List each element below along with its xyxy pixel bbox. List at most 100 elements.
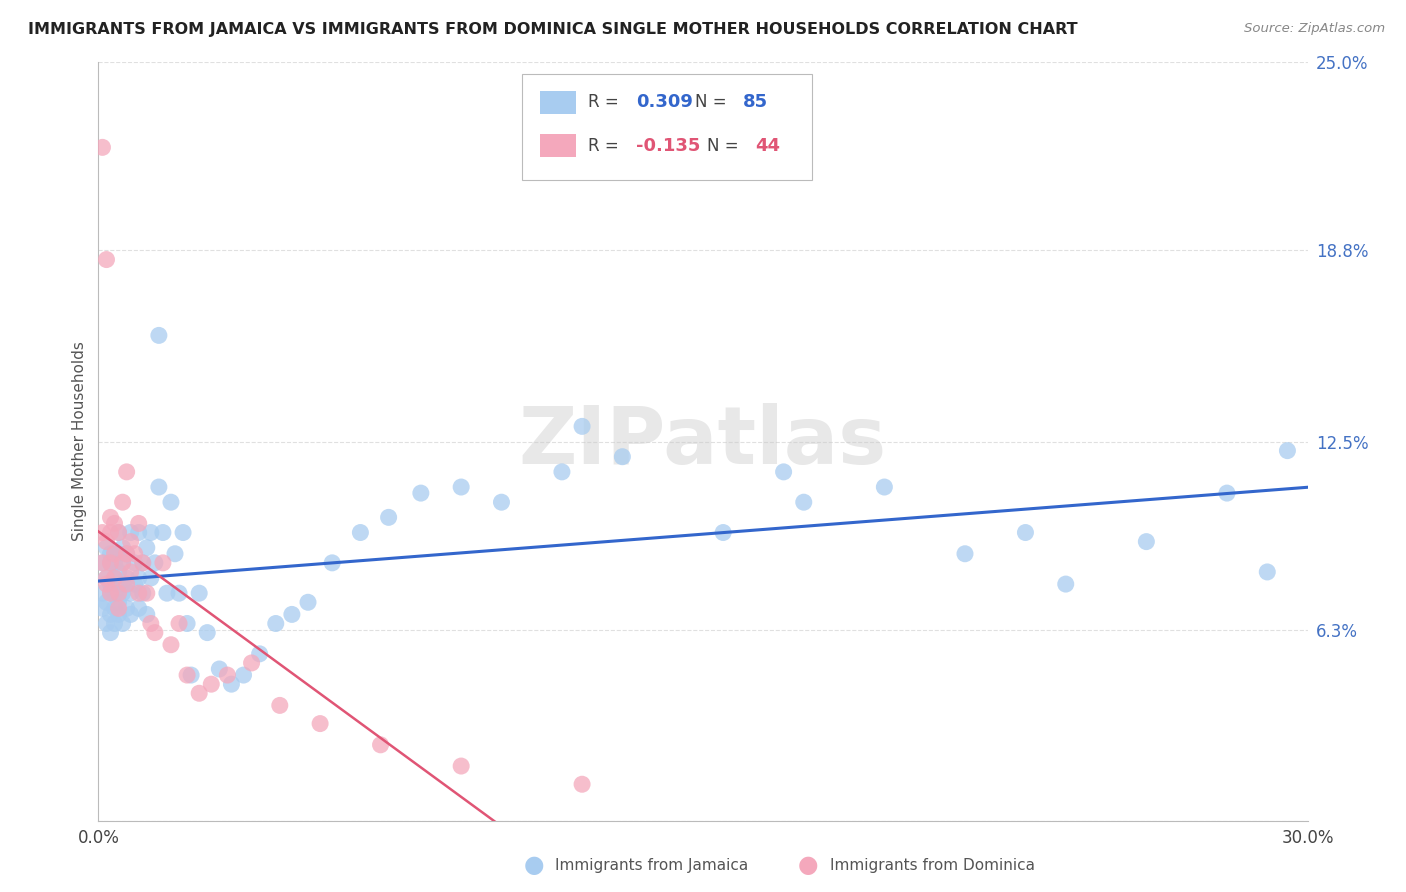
Point bbox=[111, 495, 134, 509]
Point bbox=[232, 668, 254, 682]
Point bbox=[1216, 486, 1239, 500]
Point bbox=[281, 607, 304, 622]
Point bbox=[91, 586, 114, 600]
Point bbox=[107, 607, 129, 622]
Point bbox=[96, 595, 118, 609]
Point bbox=[176, 668, 198, 682]
Point bbox=[156, 586, 179, 600]
Point bbox=[120, 525, 142, 540]
Point bbox=[297, 595, 319, 609]
Point bbox=[111, 541, 134, 555]
Text: R =: R = bbox=[588, 93, 619, 111]
Point bbox=[128, 525, 150, 540]
Point bbox=[115, 601, 138, 615]
Point bbox=[91, 556, 114, 570]
Point bbox=[120, 586, 142, 600]
Point bbox=[370, 738, 392, 752]
Point bbox=[160, 495, 183, 509]
Point bbox=[107, 595, 129, 609]
Point bbox=[132, 556, 155, 570]
Point bbox=[124, 577, 146, 591]
Point bbox=[772, 465, 794, 479]
Point bbox=[128, 516, 150, 531]
Point bbox=[188, 586, 211, 600]
Point bbox=[115, 547, 138, 561]
Point bbox=[111, 556, 134, 570]
Point bbox=[100, 625, 122, 640]
Point bbox=[103, 571, 125, 585]
Text: 44: 44 bbox=[755, 136, 780, 155]
Point bbox=[450, 759, 472, 773]
Point bbox=[103, 547, 125, 561]
Point bbox=[1256, 565, 1278, 579]
FancyBboxPatch shape bbox=[540, 91, 576, 114]
Point bbox=[100, 510, 122, 524]
Point bbox=[1277, 443, 1299, 458]
Point bbox=[120, 607, 142, 622]
Point bbox=[221, 677, 243, 691]
Point bbox=[571, 419, 593, 434]
Point bbox=[128, 571, 150, 585]
Point bbox=[132, 556, 155, 570]
Point bbox=[100, 547, 122, 561]
Point bbox=[612, 450, 634, 464]
Point bbox=[135, 586, 157, 600]
Point bbox=[208, 662, 231, 676]
Point bbox=[107, 565, 129, 579]
FancyBboxPatch shape bbox=[540, 135, 576, 157]
Point bbox=[793, 495, 815, 509]
Point bbox=[96, 616, 118, 631]
Point bbox=[107, 577, 129, 591]
Point bbox=[176, 616, 198, 631]
Point bbox=[100, 556, 122, 570]
Point bbox=[148, 328, 170, 343]
Point bbox=[139, 616, 162, 631]
Text: ●: ● bbox=[524, 854, 544, 877]
Point bbox=[100, 556, 122, 570]
Text: 0.309: 0.309 bbox=[637, 93, 693, 111]
FancyBboxPatch shape bbox=[522, 74, 811, 180]
Point bbox=[91, 525, 114, 540]
Point bbox=[128, 601, 150, 615]
Point bbox=[377, 510, 399, 524]
Point bbox=[100, 586, 122, 600]
Point bbox=[139, 525, 162, 540]
Point bbox=[152, 525, 174, 540]
Point bbox=[195, 625, 218, 640]
Point bbox=[107, 586, 129, 600]
Point bbox=[96, 571, 118, 585]
Point bbox=[135, 541, 157, 555]
Point bbox=[100, 577, 122, 591]
Point bbox=[124, 547, 146, 561]
Point bbox=[321, 556, 343, 570]
Point bbox=[873, 480, 896, 494]
Point bbox=[551, 465, 574, 479]
Point bbox=[115, 577, 138, 591]
Point bbox=[103, 586, 125, 600]
Text: ZIPatlas: ZIPatlas bbox=[519, 402, 887, 481]
Point bbox=[107, 547, 129, 561]
Point bbox=[115, 571, 138, 585]
Text: IMMIGRANTS FROM JAMAICA VS IMMIGRANTS FROM DOMINICA SINGLE MOTHER HOUSEHOLDS COR: IMMIGRANTS FROM JAMAICA VS IMMIGRANTS FR… bbox=[28, 22, 1078, 37]
Point bbox=[309, 716, 332, 731]
Point bbox=[163, 547, 186, 561]
Point bbox=[711, 525, 734, 540]
Point bbox=[172, 525, 194, 540]
Point bbox=[240, 656, 263, 670]
Point bbox=[953, 547, 976, 561]
Point bbox=[450, 480, 472, 494]
Point bbox=[100, 586, 122, 600]
Point bbox=[180, 668, 202, 682]
Point bbox=[111, 616, 134, 631]
Point bbox=[103, 556, 125, 570]
Point bbox=[409, 486, 432, 500]
Point bbox=[1014, 525, 1036, 540]
Point bbox=[188, 686, 211, 700]
Text: -0.135: -0.135 bbox=[637, 136, 700, 155]
Point bbox=[167, 586, 190, 600]
Point bbox=[111, 586, 134, 600]
Point bbox=[107, 525, 129, 540]
Point bbox=[96, 252, 118, 267]
Point bbox=[143, 556, 166, 570]
Point bbox=[103, 571, 125, 585]
